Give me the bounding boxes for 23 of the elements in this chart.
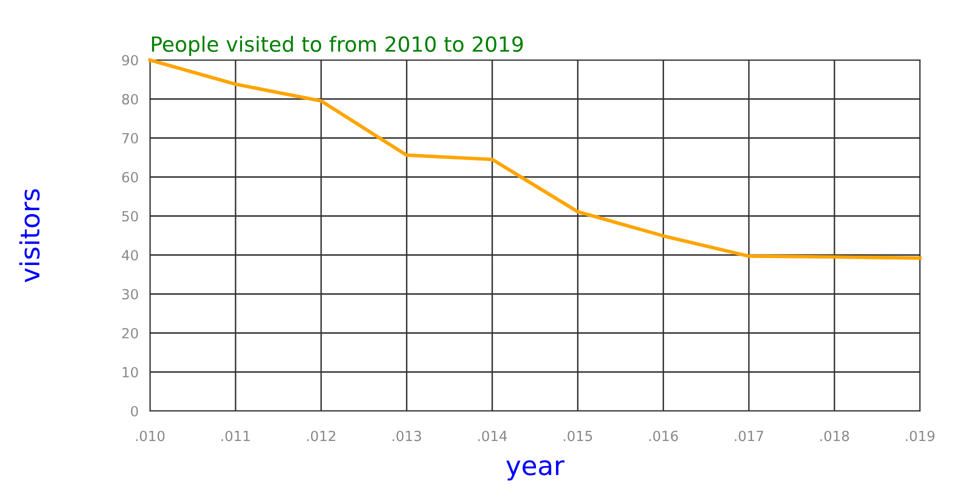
x-tick-label: .010 (136, 430, 165, 442)
chart-title: People visited to from 2010 to 2019 (152, 36, 523, 56)
y-tick-label: 10 (122, 366, 138, 378)
x-tick-label: .016 (649, 430, 678, 442)
y-tick-label: 70 (122, 132, 138, 144)
y-tick-label: 90 (122, 54, 138, 66)
y-tick-label: 0 (130, 406, 138, 416)
x-tick-label: .017 (734, 430, 764, 442)
y-tick-label: 30 (122, 288, 138, 300)
y-tick-label: 80 (122, 94, 138, 104)
y-tick-label: 40 (122, 250, 138, 260)
x-tick-label: .011 (222, 430, 250, 442)
y-tick-label: 60 (122, 172, 138, 182)
x-tick-label: .015 (564, 430, 592, 442)
x-axis-title: year (506, 460, 564, 481)
y-axis-title: visitors (19, 189, 40, 282)
x-tick-label: .019 (906, 430, 934, 442)
y-tick-label: 50 (122, 210, 138, 222)
x-tick-label: .018 (820, 430, 849, 442)
y-tick-label: 20 (122, 328, 138, 338)
x-tick-label: .012 (307, 430, 336, 442)
x-tick-label: .014 (478, 430, 507, 442)
x-tick-label: .013 (392, 430, 422, 442)
